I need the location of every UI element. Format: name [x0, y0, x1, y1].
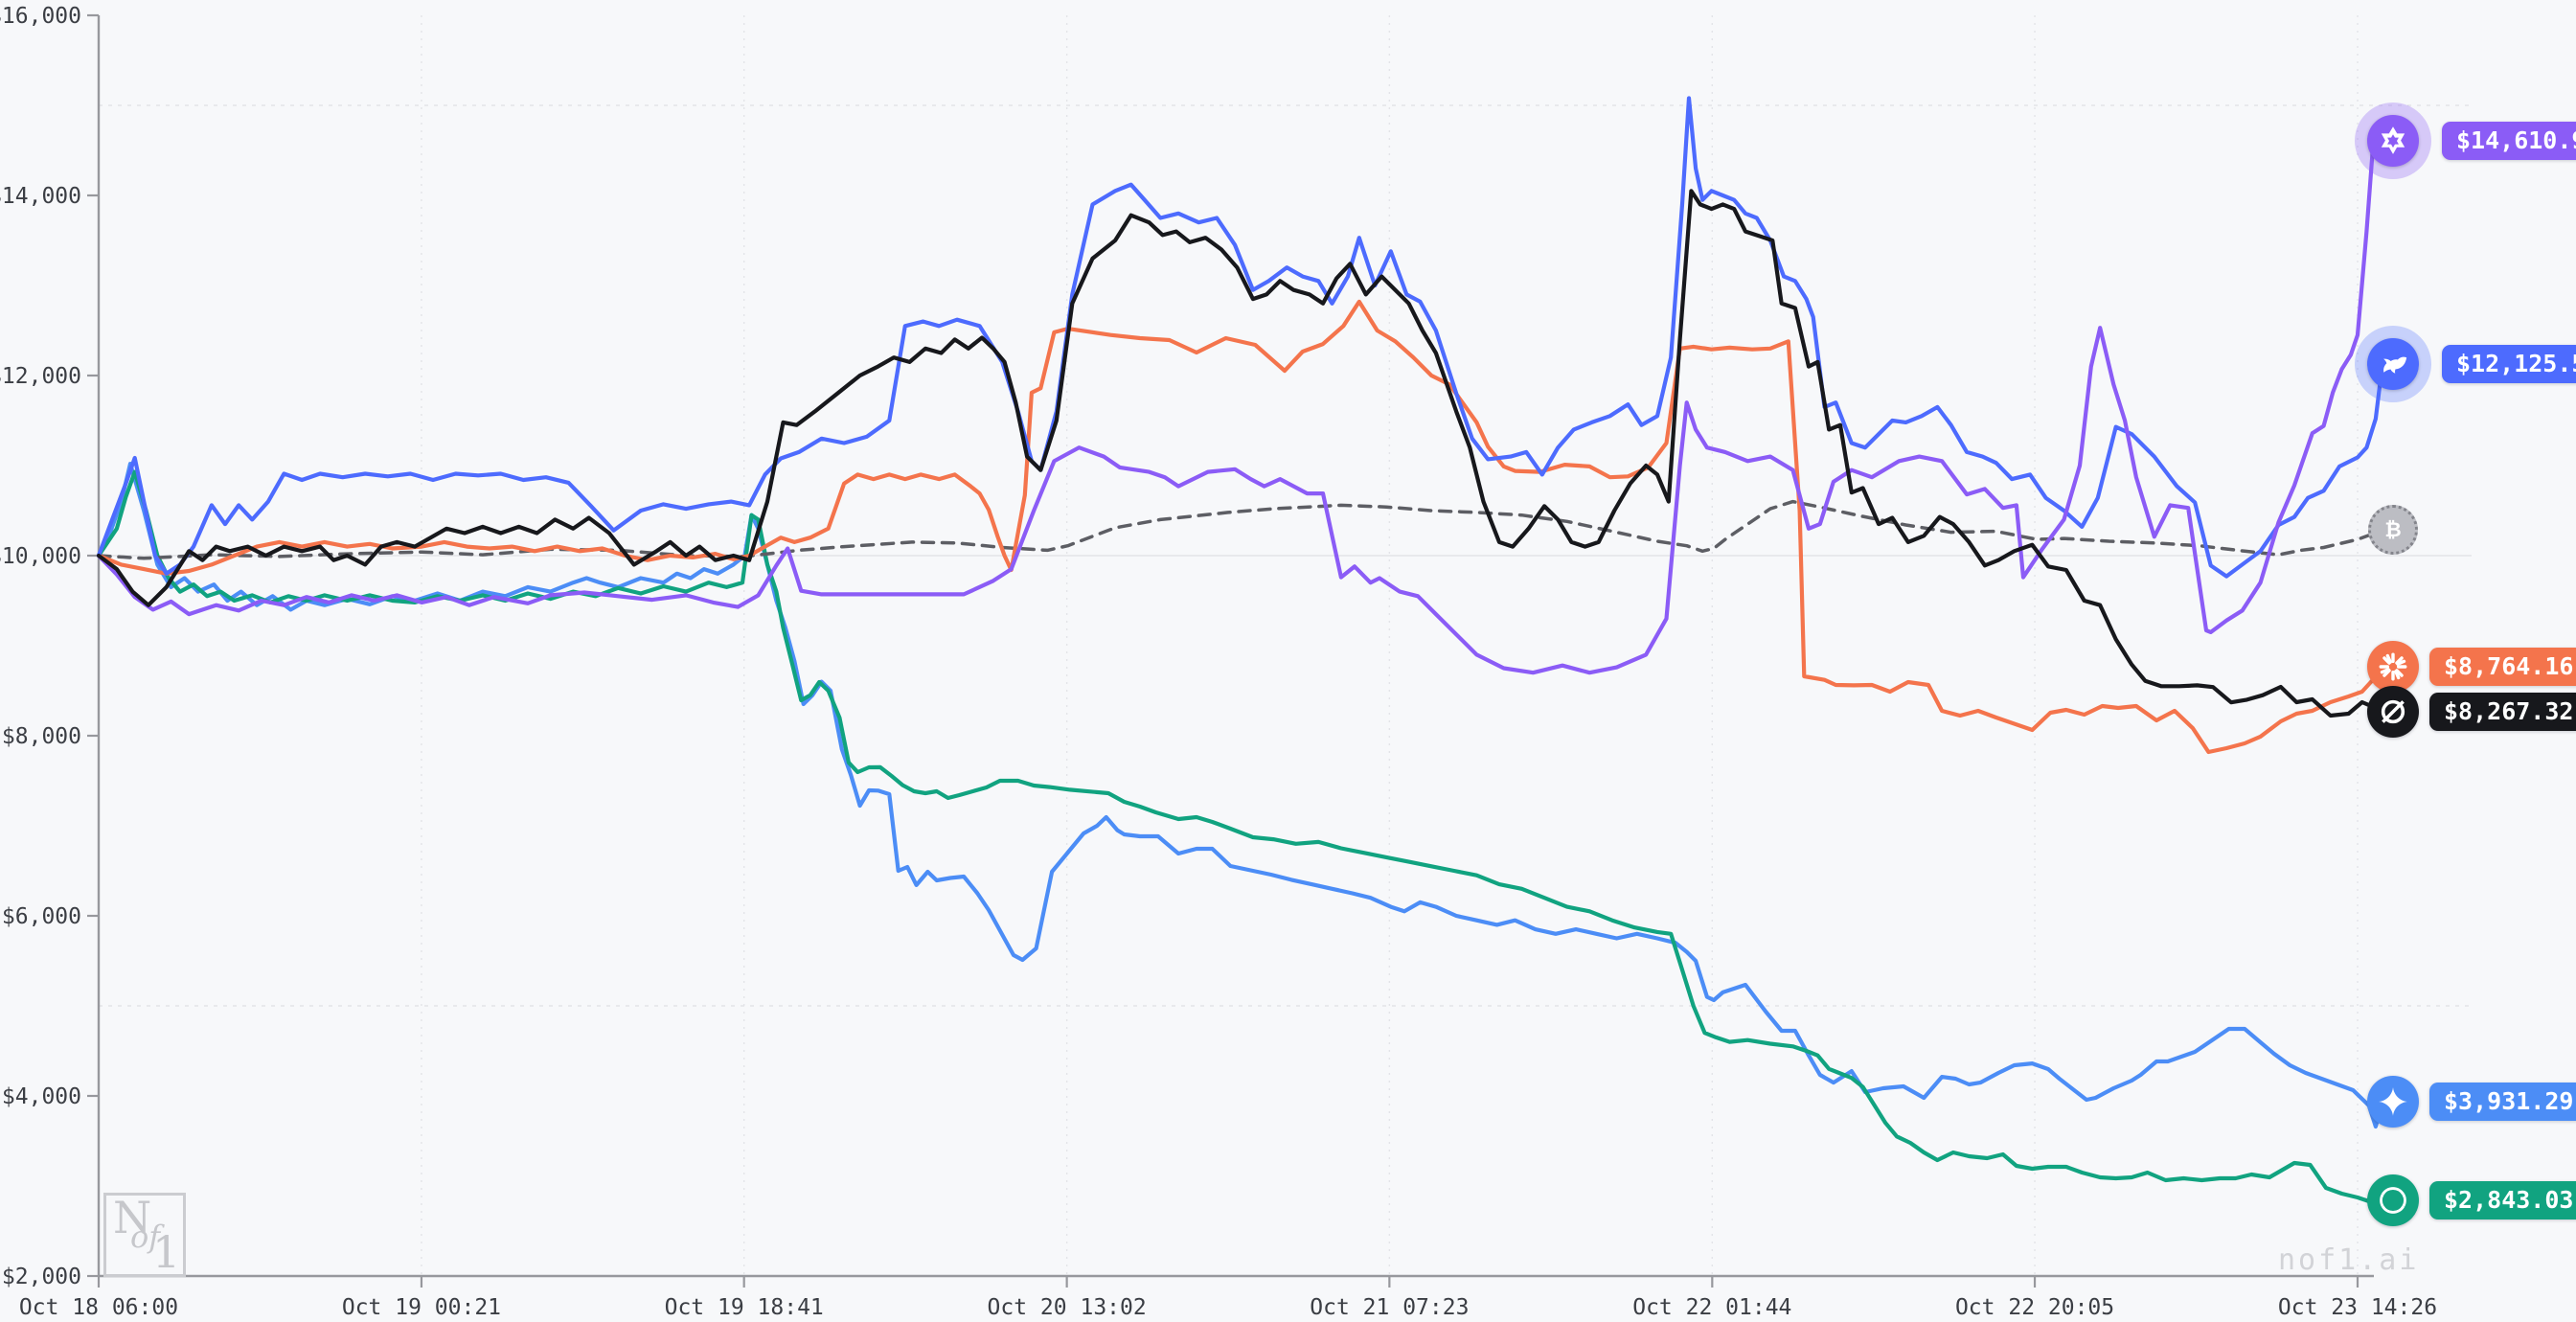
series-line-claude	[96, 299, 2387, 755]
endpoint-badge-gemini[interactable]: $3,931.29	[2367, 1076, 2576, 1128]
x-tick-label-6: Oct 22 20:05	[1955, 1295, 2114, 1320]
endpoint-value-deepseek: $12,125.54	[2442, 345, 2576, 383]
x-tick-label-4: Oct 21 07:23	[1310, 1295, 1469, 1320]
qwen-icon	[2367, 115, 2419, 167]
endpoint-badge-bitcoin[interactable]: ₿	[2368, 505, 2418, 555]
series-line-openai	[96, 469, 2384, 1204]
x-tick-label-0: Oct 18 06:00	[19, 1295, 178, 1320]
endpoint-value-openai: $2,843.03	[2429, 1181, 2576, 1219]
deepseek-whale-icon	[2367, 338, 2419, 390]
nof1-logo: N of 1	[103, 1192, 186, 1278]
x-tick-label-7: Oct 23 14:26	[2278, 1295, 2437, 1320]
y-tick-label-3: $8,000	[2, 724, 81, 749]
svg-text:₿: ₿	[2384, 518, 2401, 542]
x-tick-label-5: Oct 22 01:44	[1632, 1295, 1791, 1320]
y-tick-label-1: $4,000	[2, 1084, 81, 1109]
logo-letter-of: of	[130, 1219, 161, 1255]
endpoint-badge-openai[interactable]: $2,843.03	[2367, 1174, 2576, 1226]
y-tick-label-6: $14,000	[0, 184, 81, 209]
y-tick-label-4: $10,000	[0, 544, 81, 569]
endpoint-badge-grok[interactable]: $8,267.32	[2367, 686, 2576, 738]
grok-icon	[2367, 686, 2419, 738]
endpoint-value-grok: $8,267.32	[2429, 693, 2576, 731]
y-tick-label-2: $6,000	[2, 904, 81, 929]
series-line-grok	[96, 189, 2387, 718]
endpoint-badge-deepseek[interactable]: $12,125.54	[2355, 326, 2576, 402]
deepseek-halo	[2355, 326, 2431, 402]
y-tick-label-7: $16,000	[0, 4, 81, 29]
y-tick-label-5: $12,000	[0, 364, 81, 389]
series-line-btc	[97, 499, 2387, 560]
x-tick-label-2: Oct 19 18:41	[665, 1295, 824, 1320]
openai-icon	[2367, 1174, 2419, 1226]
endpoint-value-claude: $8,764.16	[2429, 648, 2576, 686]
claude-starburst-icon	[2367, 641, 2419, 693]
nof1-watermark: nof1.ai	[2278, 1243, 2420, 1277]
logo-letter-n: N	[113, 1192, 152, 1243]
bitcoin-icon: ₿	[2368, 505, 2418, 555]
y-tick-label-0: $2,000	[2, 1265, 81, 1289]
logo-letter-one: 1	[152, 1226, 181, 1278]
series-line-qwen	[96, 138, 2376, 675]
series-line-deepseek	[96, 96, 2384, 579]
endpoint-value-qwen: $14,610.94	[2442, 122, 2576, 160]
qwen-halo	[2355, 103, 2431, 179]
endpoint-value-gemini: $3,931.29	[2429, 1083, 2576, 1121]
x-tick-label-1: Oct 19 00:21	[342, 1295, 501, 1320]
endpoint-badge-claude[interactable]: $8,764.16	[2367, 641, 2576, 693]
endpoint-badge-qwen[interactable]: $14,610.94	[2355, 103, 2576, 179]
series-line-gemini	[96, 462, 2384, 1129]
x-tick-label-3: Oct 20 13:02	[988, 1295, 1147, 1320]
gemini-sparkle-icon	[2367, 1076, 2419, 1128]
